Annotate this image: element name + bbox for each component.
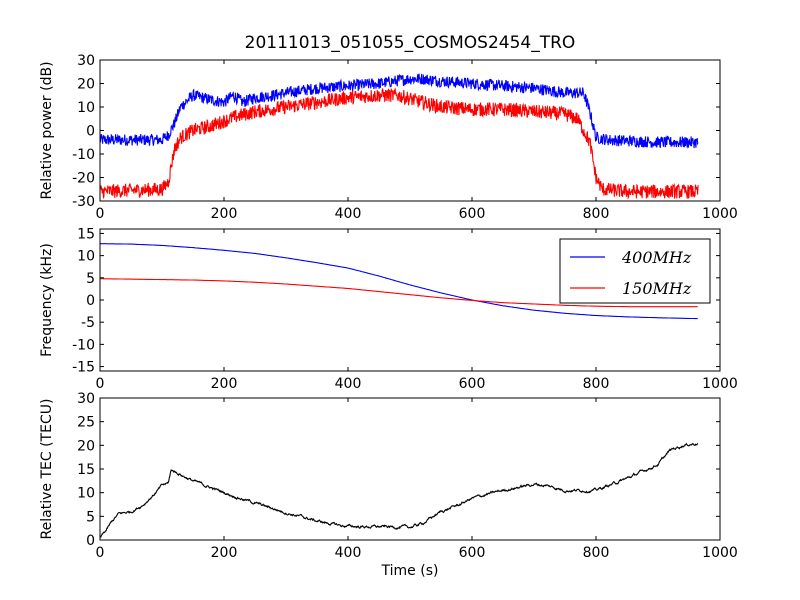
relative-power-ytick-label: 10 [77, 100, 95, 116]
relative-tec-ylabel: Relative TEC (TECU) [39, 399, 55, 540]
relative-power-panel: 0 200 400 600 800 1000 -30 -20 -10 0 10 20 30 Relativ… [39, 53, 738, 222]
relative-tec-ytick-label: 30 [77, 391, 95, 407]
frequency-xtick-label: 200 [211, 376, 238, 392]
relative-tec-ytick-label: 10 [77, 486, 95, 502]
frequency-legend: 400MHz 150MHz [559, 238, 711, 304]
relative-tec-ytick-label: 0 [86, 533, 95, 549]
frequency-ylabel: Frequency (kHz) [39, 243, 55, 357]
frequency-ytick-label: 0 [86, 293, 95, 309]
relative-power-ytick-label: 0 [86, 124, 95, 140]
relative-power-xtick-label: 600 [459, 206, 486, 222]
relative-tec-xlabel: Time (s) [381, 563, 439, 579]
relative-tec-xtick-label: 200 [211, 545, 238, 561]
relative-power-ytick-label: -30 [72, 194, 95, 210]
relative-tec-ytick-label: 25 [77, 415, 95, 431]
frequency-xtick-label: 0 [96, 376, 105, 392]
relative-tec-xtick-label: 400 [335, 545, 362, 561]
frequency-ytick-label: 10 [77, 249, 95, 265]
legend-label: 150MHz [622, 279, 692, 298]
frequency-xtick-label: 600 [459, 376, 486, 392]
frequency-ytick-label: -5 [81, 315, 95, 331]
legend-label: 400MHz [621, 248, 692, 267]
relative-tec-frame [99, 397, 721, 541]
frequency-ytick-label: -10 [72, 337, 95, 353]
relative-power-xtick-label: 0 [96, 206, 105, 222]
frequency-ytick-label: 15 [77, 226, 95, 242]
relative-tec-xtick-label: 600 [459, 545, 486, 561]
frequency-series-1-line [100, 278, 698, 308]
relative-power-ylabel: Relative power (dB) [39, 61, 55, 199]
frequency-panel: 0 200 400 600 800 1000 -15 -10 -5 0 5 10 15 Frequency… [39, 226, 738, 392]
frequency-ytick-label: 5 [86, 271, 95, 287]
relative-power-series-0-line [100, 73, 699, 149]
relative-power-ytick-label: -10 [72, 147, 95, 163]
relative-tec-ytick-label: 5 [86, 509, 95, 525]
relative-power-ytick-label: 20 [77, 77, 95, 93]
relative-tec-series-0-line [100, 442, 699, 538]
relative-power-ytick-label: -20 [72, 171, 95, 187]
relative-power-xtick-label: 200 [211, 206, 238, 222]
frequency-xtick-label: 1000 [702, 376, 738, 392]
relative-tec-xtick-label: 800 [583, 545, 610, 561]
frequency-series-0-line [100, 243, 698, 320]
frequency-ytick-label: -15 [72, 360, 95, 376]
relative-tec-xtick-label: 0 [96, 545, 105, 561]
frequency-xtick-label: 800 [583, 376, 610, 392]
relative-tec-xtick-label: 1000 [702, 545, 738, 561]
relative-power-ytick-label: 30 [77, 53, 95, 69]
relative-power-xtick-label: 400 [335, 206, 362, 222]
chart-title: 20111013_051055_COSMOS2454_TRO [245, 33, 576, 53]
relative-tec-ytick-label: 15 [77, 462, 95, 478]
relative-tec-ytick-label: 20 [77, 438, 95, 454]
frequency-xtick-label: 400 [335, 376, 362, 392]
relative-power-xtick-label: 1000 [702, 206, 738, 222]
relative-tec-panel: 0 200 400 600 800 1000 0 5 10 15 20 25 30 Relative TE… [39, 391, 738, 579]
relative-power-series-1-line [100, 88, 699, 200]
relative-power-xtick-label: 800 [583, 206, 610, 222]
